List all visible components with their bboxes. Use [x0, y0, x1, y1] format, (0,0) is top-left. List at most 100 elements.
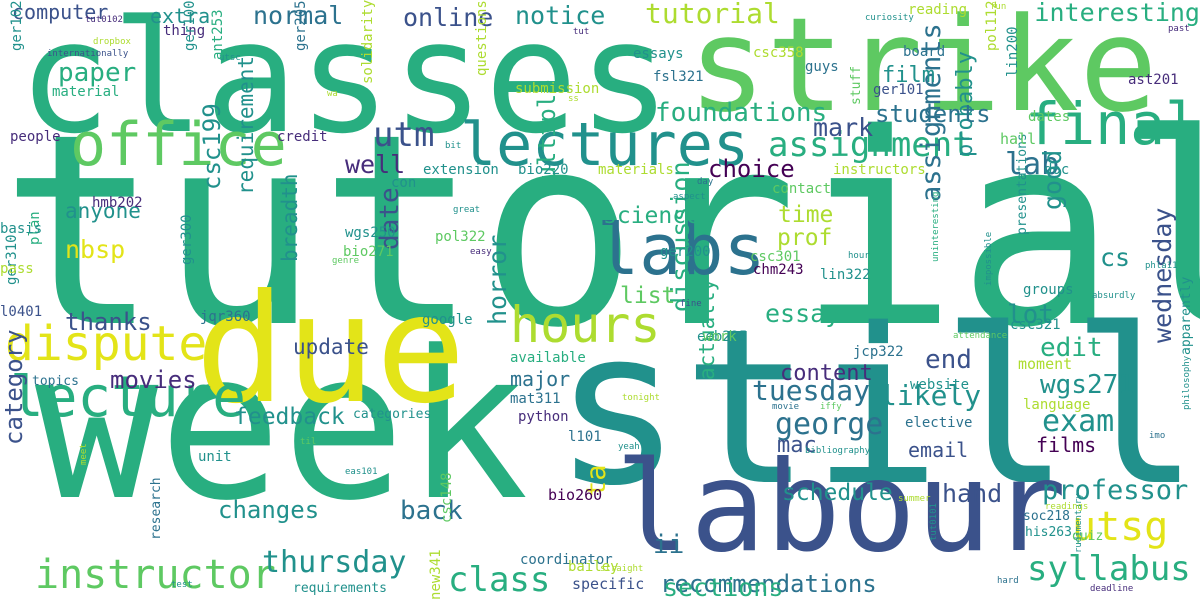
word-con: con [391, 175, 417, 191]
word-materials: materials [598, 162, 674, 178]
word-aspect: aspect [673, 192, 706, 202]
word-mac: mac [777, 433, 817, 458]
word-til: til [300, 437, 317, 447]
word-still: still [552, 282, 1200, 533]
word-sections: sections [663, 573, 784, 600]
word-bio271: bio271 [343, 244, 394, 260]
word-his263: his263 [1025, 525, 1072, 540]
word-extra: extra [150, 4, 211, 28]
word-assignment: assignment [768, 125, 973, 165]
word-list: list [620, 283, 676, 309]
word-hard: hard [997, 576, 1019, 586]
word-pass: pass [0, 261, 34, 277]
word-well: well [345, 150, 406, 179]
word-tut: tut [573, 27, 590, 37]
word-questions: questions [474, 0, 490, 76]
word-wgs271: wgs271 [1040, 370, 1134, 400]
word-pol322: pol322 [435, 229, 486, 245]
word-changes: changes [218, 496, 320, 524]
word-feedback: feedback [234, 404, 345, 430]
word-work: work [703, 329, 737, 345]
word-week: week [35, 308, 529, 546]
word-ger200: ger200 [660, 244, 711, 260]
word-utm: utm [373, 115, 435, 155]
word-hall: hall [1000, 130, 1037, 148]
word-end: end [925, 345, 972, 375]
word-students: students [875, 100, 991, 128]
word-reading: reading [908, 2, 968, 18]
word-movies: movies [110, 366, 197, 394]
word-update: update [293, 335, 369, 359]
word-anyone: anyone [65, 199, 141, 223]
word-essays: essays [633, 46, 684, 62]
word-tonight: tonight [622, 393, 660, 403]
word-curiosity: curiosity [865, 13, 914, 23]
word-eeb225: eeb225 [697, 329, 748, 345]
word-contact: contact [772, 181, 832, 197]
word-test: test [171, 580, 193, 590]
word-science: science [603, 203, 700, 229]
word-extension: extension [423, 162, 499, 178]
word-lab: lab [1005, 147, 1060, 182]
word-computer: computer [12, 0, 109, 24]
word-labs: labs [597, 209, 766, 291]
word-submission: submission [515, 81, 600, 97]
word-professor: professor [1042, 475, 1189, 506]
word-csc358: csc358 [753, 45, 804, 61]
word-final: final [1025, 90, 1200, 158]
word-requirements: requirements [293, 581, 387, 596]
word-specific: specific [572, 575, 645, 593]
word-films: films [1036, 433, 1097, 457]
word-utsc: utsc [219, 53, 241, 63]
word-fun: fun [990, 2, 1007, 12]
word-board: board [903, 44, 946, 60]
word-lecture: lecture [10, 365, 247, 430]
word-strike: strike [688, 0, 1158, 141]
word-wgs250: wgs250 [345, 225, 396, 241]
word-hour: hour [848, 251, 870, 261]
word-ger310: ger310 [4, 234, 20, 285]
word-phla11: phla11 [1145, 261, 1178, 271]
word-choice: choice [708, 155, 795, 183]
word-ger100: ger100 [182, 0, 198, 51]
word-office: office [70, 110, 287, 180]
word-past: past [1168, 24, 1190, 34]
word-nbsp: nbsp [65, 235, 126, 264]
word-bibliography: bibliography [805, 446, 871, 456]
word-utsg: utsg [1072, 504, 1169, 550]
word-philosophy: philosophy [1182, 355, 1192, 410]
word-fine: fine [680, 299, 702, 309]
word-movie: movie [772, 402, 800, 412]
word-uninteresting: uninteresting [931, 191, 941, 262]
word-wednesday: wednesday [1148, 207, 1177, 343]
word-day: day [697, 177, 714, 187]
word-wa: wa [327, 89, 338, 99]
word-dispute: dispute [5, 316, 208, 372]
word-bio220: bio220 [518, 162, 569, 178]
word-chm243: chm243 [753, 262, 804, 278]
word-attendance: attendance [953, 331, 1008, 341]
word-back: back [400, 496, 463, 526]
word-material: material [52, 84, 120, 100]
word-paper: paper [58, 58, 137, 88]
word-great: great [453, 205, 481, 215]
word-ger205: ger205 [293, 0, 309, 51]
word-classes: classes [18, 0, 672, 168]
word-lin200: lin200 [1005, 26, 1021, 77]
word-lin322: lin322 [820, 267, 871, 283]
word-bio260: bio260 [548, 486, 603, 504]
word-dropbox: dropbox [93, 37, 131, 47]
word-basis: basis [0, 221, 43, 237]
word-george: george [775, 407, 884, 442]
word-film: film [882, 63, 935, 88]
word-normal: normal [253, 1, 344, 30]
word-presentations: presentations [1015, 133, 1030, 235]
word-ast201: ast201 [1128, 72, 1179, 88]
word-requirement: requirement [234, 55, 258, 195]
word-tutorials: tutorials [0, 78, 1200, 386]
word-easy: easy [470, 247, 492, 257]
word-readings: readings [1045, 502, 1089, 512]
word-notice: notice [515, 1, 606, 30]
word-mark: mark [813, 113, 874, 142]
word-email: email [908, 438, 969, 462]
